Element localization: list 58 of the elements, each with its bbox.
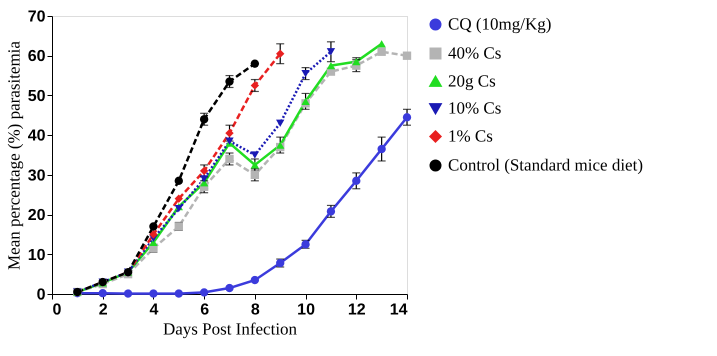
- point: [174, 289, 183, 298]
- point: [124, 289, 132, 298]
- point: [326, 48, 336, 56]
- x-tick-label: 4: [149, 302, 158, 318]
- x-tick-label: 10: [297, 302, 316, 318]
- point: [352, 176, 360, 185]
- point: [225, 77, 234, 86]
- x-tick-label: 8: [250, 302, 260, 318]
- point: [98, 289, 107, 298]
- legend-label: Control (Standard mice diet): [448, 156, 643, 174]
- legend-label: 20g Cs: [448, 72, 496, 90]
- point: [326, 207, 336, 216]
- point: [225, 154, 234, 164]
- point: [200, 175, 208, 182]
- legend-label: 1% Cs: [448, 126, 493, 146]
- point: [200, 288, 208, 297]
- point: [301, 70, 310, 78]
- x-tick-label: 14: [390, 302, 408, 318]
- point: [377, 144, 386, 154]
- point: [276, 50, 284, 58]
- point: [174, 176, 183, 185]
- x-tick-label: 6: [200, 302, 210, 318]
- point: [250, 151, 260, 159]
- point: [402, 52, 412, 60]
- point: [276, 141, 284, 149]
- point: [200, 115, 208, 124]
- y-tick-label: 0: [36, 286, 46, 304]
- point: [174, 194, 183, 203]
- point: [326, 62, 336, 70]
- point: [377, 48, 386, 56]
- legend-label: CQ (10mg/Kg): [448, 14, 552, 34]
- x-axis-title: Days Post Infection: [162, 320, 298, 338]
- legend-label: 40% Cs: [448, 44, 502, 62]
- y-tick-label: 70: [28, 8, 46, 26]
- point: [402, 113, 412, 122]
- point: [250, 81, 260, 90]
- y-axis-title: Mean percentage (%) parasitemia: [4, 40, 24, 270]
- point: [200, 166, 208, 176]
- y-tick-label: 30: [28, 167, 46, 184]
- legend-label: 10% Cs: [448, 98, 502, 118]
- point: [225, 128, 234, 138]
- point: [250, 59, 260, 68]
- y-tick-label: 40: [28, 128, 46, 145]
- y-tick-label: 20: [28, 207, 46, 224]
- x-tick-label: 12: [348, 302, 366, 318]
- point: [250, 161, 260, 169]
- x-tick-label: 2: [98, 302, 108, 318]
- point: [225, 284, 234, 292]
- y-tick-label: 60: [28, 48, 46, 66]
- point: [149, 230, 158, 239]
- point: [149, 222, 158, 231]
- point: [149, 289, 158, 298]
- point: [301, 98, 310, 106]
- point: [250, 276, 260, 284]
- x-tick-label: 0: [52, 302, 62, 318]
- point: [276, 120, 284, 127]
- y-tick-label: 10: [28, 246, 46, 264]
- y-tick-label: 50: [28, 88, 46, 105]
